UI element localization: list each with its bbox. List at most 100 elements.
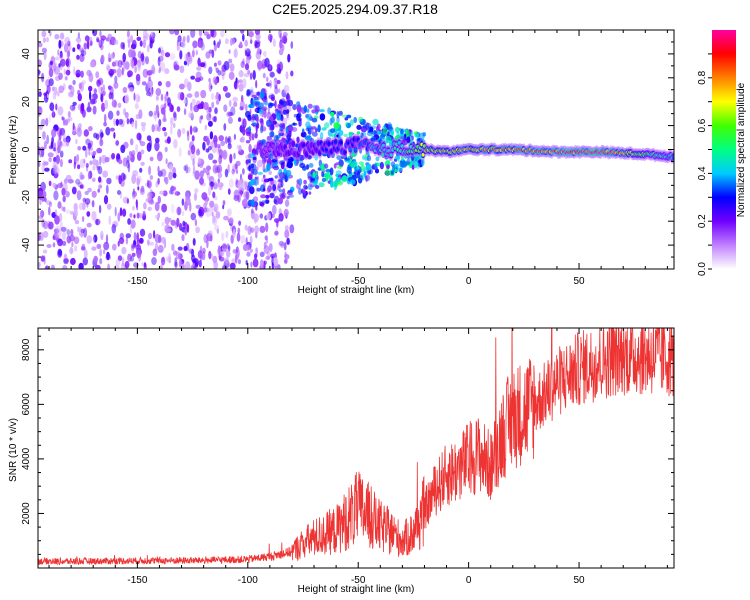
heatmap-cell xyxy=(121,246,127,255)
heatmap-cell xyxy=(360,164,366,172)
heatmap-cell xyxy=(223,104,228,112)
heatmap-cell xyxy=(273,218,280,223)
heatmap-cell xyxy=(202,247,206,254)
heatmap-cell xyxy=(242,118,247,129)
heatmap-cell xyxy=(386,164,390,170)
heatmap-cell xyxy=(83,158,86,164)
heatmap-cell xyxy=(49,30,52,37)
heatmap-cell xyxy=(165,81,171,88)
heatmap-cell xyxy=(93,88,98,94)
heatmap-cell xyxy=(148,110,153,117)
heatmap-cell xyxy=(291,142,295,146)
heatmap-cell xyxy=(75,73,80,78)
heatmap-cell xyxy=(283,37,287,45)
heatmap-cell xyxy=(83,129,90,137)
heatmap-cell xyxy=(55,225,61,231)
heatmap-cell xyxy=(170,125,173,135)
heatmap-cell xyxy=(204,124,207,131)
y-tick-label: -40 xyxy=(21,237,32,252)
heatmap-cell xyxy=(98,84,101,94)
heatmap-cell xyxy=(307,176,312,180)
heatmap-cell xyxy=(268,124,273,131)
x-tick-label: -50 xyxy=(351,276,366,287)
heatmap-cell xyxy=(328,175,333,181)
heatmap-cell xyxy=(145,56,150,65)
heatmap-cell xyxy=(213,40,216,46)
heatmap-cell xyxy=(73,155,77,166)
heatmap-cell xyxy=(348,147,352,151)
heatmap-cell xyxy=(237,259,241,265)
heatmap-cell xyxy=(220,251,225,257)
heatmap-cell xyxy=(94,264,101,269)
heatmap-cell xyxy=(387,148,391,153)
heatmap-cell xyxy=(341,175,348,182)
heatmap-cell xyxy=(99,30,102,37)
heatmap-cell xyxy=(274,100,277,109)
heatmap-cell xyxy=(195,226,201,234)
heatmap-cell xyxy=(257,171,264,175)
heatmap-cell xyxy=(276,63,281,70)
y-tick-label: 20 xyxy=(21,96,32,108)
heatmap-cell xyxy=(227,188,231,195)
heatmap-cell xyxy=(147,180,152,189)
heatmap-cell xyxy=(103,113,107,124)
heatmap-cell xyxy=(266,135,272,141)
heatmap-cell xyxy=(76,43,81,50)
heatmap-cell xyxy=(78,202,84,211)
heatmap-cell xyxy=(92,158,97,166)
heatmap-cell xyxy=(158,47,161,54)
heatmap-cell xyxy=(179,65,185,74)
heatmap-cell xyxy=(89,90,92,101)
heatmap-cell xyxy=(153,230,156,239)
heatmap-cell xyxy=(53,228,60,234)
heatmap-cell xyxy=(336,134,339,138)
heatmap-cell xyxy=(52,235,56,240)
heatmap-cell xyxy=(210,85,213,90)
heatmap-cell xyxy=(86,40,90,50)
heatmap-cell xyxy=(129,151,132,159)
heatmap-cell xyxy=(215,67,219,74)
heatmap-cell xyxy=(199,177,204,185)
heatmap-cell xyxy=(338,110,343,116)
heatmap-cell xyxy=(194,91,200,98)
heatmap-cell xyxy=(184,227,187,236)
heatmap-cell xyxy=(124,61,130,70)
heatmap-cell xyxy=(223,215,229,221)
heatmap-cell xyxy=(182,35,186,43)
heatmap-cell xyxy=(176,44,180,52)
heatmap-cell xyxy=(63,258,69,265)
heatmap-cell xyxy=(43,161,49,166)
heatmap-cell xyxy=(117,59,123,68)
heatmap-cell xyxy=(135,73,141,82)
y-tick-label: 4000 xyxy=(21,447,32,470)
heatmap-cell xyxy=(38,233,41,242)
heatmap-cell xyxy=(42,230,49,238)
heatmap-cell xyxy=(298,119,302,127)
heatmap-cell xyxy=(192,41,198,49)
heatmap-cell xyxy=(127,70,133,77)
heatmap-cell xyxy=(102,84,106,92)
heatmap-cell xyxy=(98,204,102,214)
heatmap-cell xyxy=(382,127,389,135)
heatmap-cell xyxy=(274,108,279,112)
heatmap-cell xyxy=(77,32,80,39)
heatmap-cell xyxy=(305,127,310,132)
heatmap-cell xyxy=(246,91,251,96)
heatmap-cell xyxy=(198,30,203,37)
heatmap-cell xyxy=(265,255,271,261)
heatmap-cell xyxy=(111,99,117,108)
x-tick-label: 0 xyxy=(466,276,472,287)
heatmap-cell xyxy=(279,33,282,42)
snr-xlabel: Height of straight line (km) xyxy=(298,584,415,595)
heatmap-cell xyxy=(131,150,136,157)
heatmap-cell xyxy=(38,142,41,147)
heatmap-cell xyxy=(238,70,244,78)
heatmap-cell xyxy=(71,242,74,247)
heatmap-cell xyxy=(54,56,60,61)
heatmap-cell xyxy=(217,172,223,179)
heatmap-cell xyxy=(286,92,290,102)
heatmap-cell xyxy=(57,201,62,209)
heatmap-cell xyxy=(239,190,244,196)
heatmap-cell xyxy=(153,110,158,116)
heatmap-cell xyxy=(159,190,165,195)
